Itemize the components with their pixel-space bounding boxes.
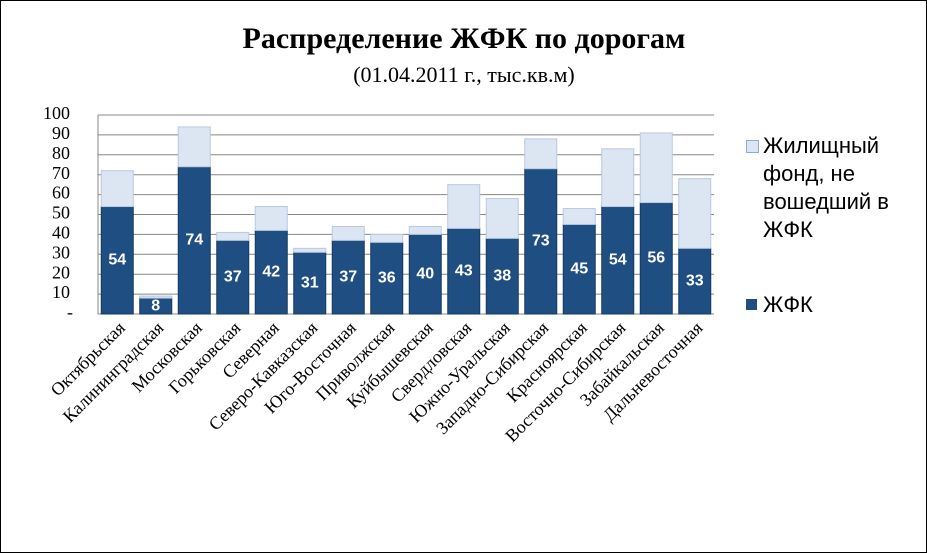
bar-segment [331, 239, 365, 315]
bar-segment [562, 208, 596, 225]
data-label: 37 [339, 268, 357, 285]
bar-segment [447, 184, 481, 229]
legend-swatch [746, 299, 757, 310]
bar-segment [485, 198, 519, 239]
legend-label: Жилищный фонд, не вошедший в ЖФК [763, 133, 889, 242]
bar-segment [408, 233, 442, 315]
bar-segment [177, 166, 211, 315]
data-label: 33 [686, 272, 704, 289]
data-label: 54 [609, 251, 627, 268]
data-label: 45 [570, 260, 588, 277]
chart-title: Распределение ЖФК по дорогам [243, 22, 686, 55]
data-label: 36 [378, 269, 396, 286]
bar-segment [524, 138, 558, 170]
data-label: 42 [262, 263, 280, 280]
bar-segment [216, 231, 250, 241]
y-tick-label: 70 [52, 163, 70, 183]
bar-segment [331, 225, 365, 241]
bar-segment [293, 251, 327, 315]
bar-segment [447, 227, 481, 315]
data-label: 31 [301, 274, 319, 291]
chart-subtitle: (01.04.2011 г., тыс.кв.м) [353, 62, 575, 87]
bar-segment [100, 206, 134, 315]
y-tick-label: 90 [52, 123, 70, 143]
bar-segment [254, 229, 288, 315]
data-label: 8 [151, 297, 160, 314]
bar-segment [678, 178, 712, 249]
bar-segment [177, 126, 211, 168]
data-label: 40 [416, 265, 434, 282]
bar-segment [678, 247, 712, 315]
bar-segment [254, 206, 288, 231]
y-tick-label: 20 [52, 262, 70, 282]
bar-segment [562, 223, 596, 315]
data-label: 37 [224, 268, 242, 285]
data-label: 73 [532, 233, 550, 250]
data-label: 56 [647, 249, 665, 266]
y-tick-label: 80 [52, 143, 70, 163]
data-label: 38 [493, 267, 511, 284]
bar-segment [408, 225, 442, 235]
legend-swatch [746, 140, 759, 153]
y-tick-label: 30 [52, 242, 70, 262]
bar-segment [139, 295, 173, 299]
y-tick-label: 60 [52, 183, 70, 203]
bar-segment [293, 247, 327, 253]
bar-segment [485, 237, 519, 315]
bar-segment [639, 202, 673, 315]
bar-segment [370, 233, 404, 243]
y-tick-label: 10 [52, 282, 70, 302]
y-tick-label: 50 [52, 203, 70, 223]
bar-segment [601, 206, 635, 315]
bar-segment [639, 132, 673, 204]
y-tick-label: 100 [43, 103, 70, 123]
bar-segment [100, 170, 134, 208]
bar-segment [601, 148, 635, 208]
data-label: 43 [455, 262, 473, 279]
data-label: 74 [185, 232, 203, 249]
bar-segment [370, 241, 404, 315]
data-label: 54 [108, 251, 126, 268]
bar-segment [524, 168, 558, 315]
legend-label: ЖФК [763, 292, 813, 317]
y-tick-label: - [67, 302, 73, 322]
y-tick-label: 40 [52, 223, 70, 243]
